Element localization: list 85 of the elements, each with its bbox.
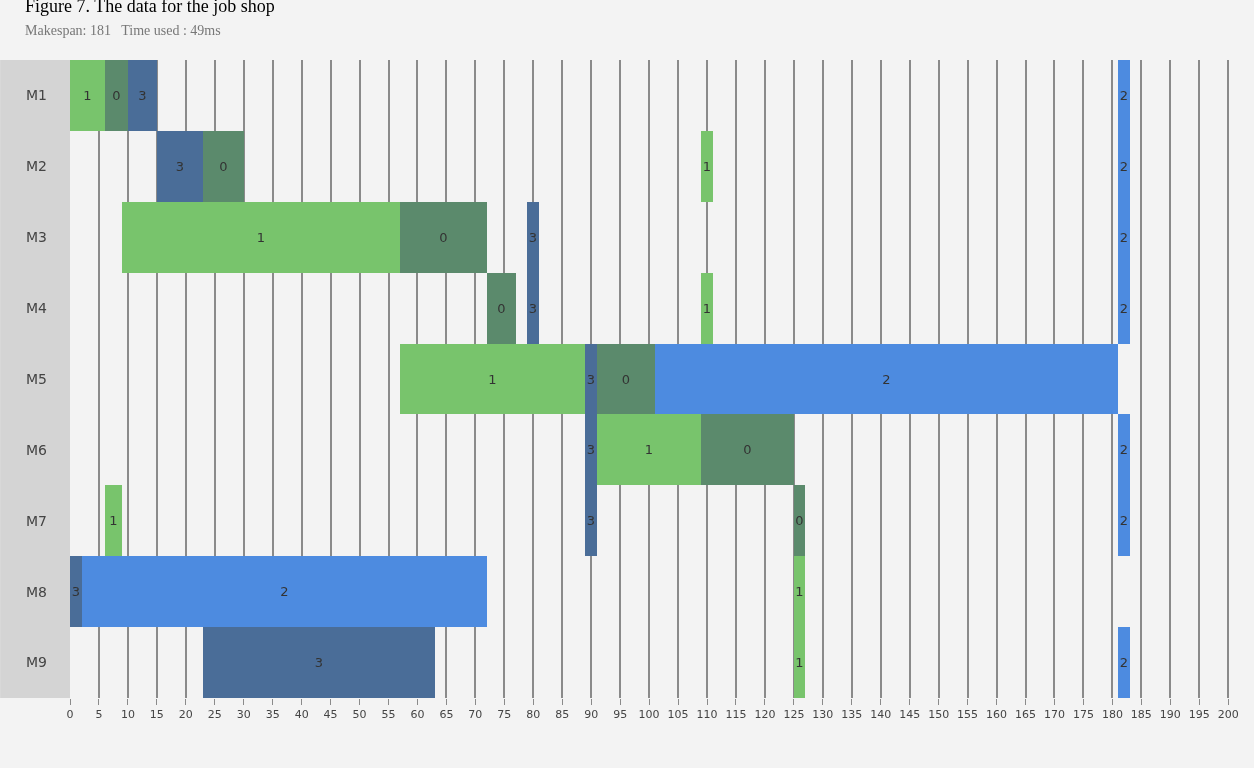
- series-label: 1: [795, 584, 804, 599]
- x-tick-label: 140: [870, 708, 892, 722]
- x-tick-label: 85: [555, 708, 570, 722]
- x-tick-label: 10: [120, 708, 135, 722]
- text: 3: [175, 159, 185, 174]
- x-tick-label: 160: [986, 708, 1008, 722]
- text: 1: [795, 655, 804, 670]
- series-label: 0: [795, 513, 804, 528]
- x-tick-label: 45: [323, 708, 338, 722]
- text: 2: [1119, 513, 1129, 528]
- x-tick-label: 25: [207, 708, 222, 722]
- y-tick-label: M7: [26, 512, 47, 529]
- y-tick-label: M3: [26, 229, 47, 246]
- y-tick-label: M5: [26, 370, 47, 387]
- text: 1: [702, 159, 712, 174]
- x-tick-label: 50: [352, 708, 367, 722]
- text: 0: [621, 371, 631, 387]
- x-tick-label: 35: [265, 708, 280, 722]
- x-tick-label: 195: [1188, 708, 1210, 722]
- x-tick-label: 120: [754, 708, 776, 722]
- x-tick-label: 105: [667, 708, 689, 722]
- text: 1: [109, 513, 118, 528]
- x-tick-label: 0: [66, 708, 74, 722]
- text: 3: [138, 88, 147, 103]
- x-tick-label: 165: [1015, 708, 1037, 722]
- x-tick-label: 150: [928, 708, 950, 722]
- x-tick-label: 200: [1217, 708, 1239, 722]
- x-tick-label: 30: [236, 708, 251, 722]
- x-tick-label: 130: [812, 708, 834, 722]
- text: 2: [1119, 655, 1129, 670]
- text: 1: [256, 230, 266, 245]
- text: 2: [280, 584, 289, 599]
- x-tick-label: 95: [613, 708, 628, 722]
- x-tick-label: 125: [783, 708, 805, 722]
- y-tick-label: M2: [26, 158, 47, 175]
- x-tick-label: 55: [381, 708, 396, 722]
- text: 1: [702, 301, 712, 316]
- x-tick-label: 75: [497, 708, 512, 722]
- text: 2: [1119, 230, 1129, 245]
- text: 0: [439, 230, 448, 245]
- x-tick-label: 135: [841, 708, 863, 722]
- x-tick-label: 175: [1072, 708, 1094, 722]
- series-label: 3: [71, 584, 81, 599]
- x-tick-label: 40: [294, 708, 309, 722]
- text: 1: [488, 371, 497, 387]
- chart-subtitle: Makespan: 181 Time used : 49ms: [25, 22, 221, 38]
- x-tick-label: 5: [95, 708, 103, 722]
- x-tick-label: 60: [410, 708, 425, 722]
- text: 3: [528, 301, 538, 316]
- text: 3: [314, 655, 324, 670]
- x-tick-label: 180: [1101, 708, 1123, 722]
- x-tick-label: 90: [584, 708, 599, 722]
- series-label: 2: [1119, 88, 1129, 103]
- x-tick-label: 155: [957, 708, 979, 722]
- x-tick-label: 110: [696, 708, 718, 722]
- x-tick-label: 190: [1159, 708, 1181, 722]
- text: 0: [743, 442, 752, 457]
- text: 0: [112, 88, 121, 103]
- text: 1: [83, 88, 92, 103]
- x-tick-label: 15: [149, 708, 164, 722]
- text: 2: [1119, 159, 1129, 174]
- x-tick-label: 70: [468, 708, 483, 722]
- text: 3: [586, 371, 596, 387]
- y-tick-label: M1: [26, 87, 47, 104]
- text: 3: [528, 230, 538, 245]
- text: 1: [644, 442, 654, 457]
- text: 0: [219, 159, 228, 174]
- y-tick-label: M6: [26, 441, 48, 458]
- text: 2: [1119, 301, 1129, 316]
- text: 2: [882, 371, 891, 387]
- x-tick-label: 65: [439, 708, 454, 722]
- x-tick-label: 185: [1130, 708, 1152, 722]
- x-tick-label: 145: [899, 708, 921, 722]
- y-tick-label: M8: [26, 583, 47, 600]
- x-tick-label: 115: [725, 708, 747, 722]
- x-tick-label: 80: [526, 708, 541, 722]
- x-tick-label: 100: [638, 708, 660, 722]
- text: 0: [497, 301, 506, 316]
- text: 3: [586, 442, 596, 457]
- text: 3: [586, 513, 596, 528]
- x-tick-label: 170: [1043, 708, 1065, 722]
- text: 2: [1119, 442, 1129, 457]
- x-tick-label: 20: [178, 708, 193, 722]
- y-tick-label: M9: [26, 654, 47, 671]
- y-tick-label: M4: [26, 300, 48, 317]
